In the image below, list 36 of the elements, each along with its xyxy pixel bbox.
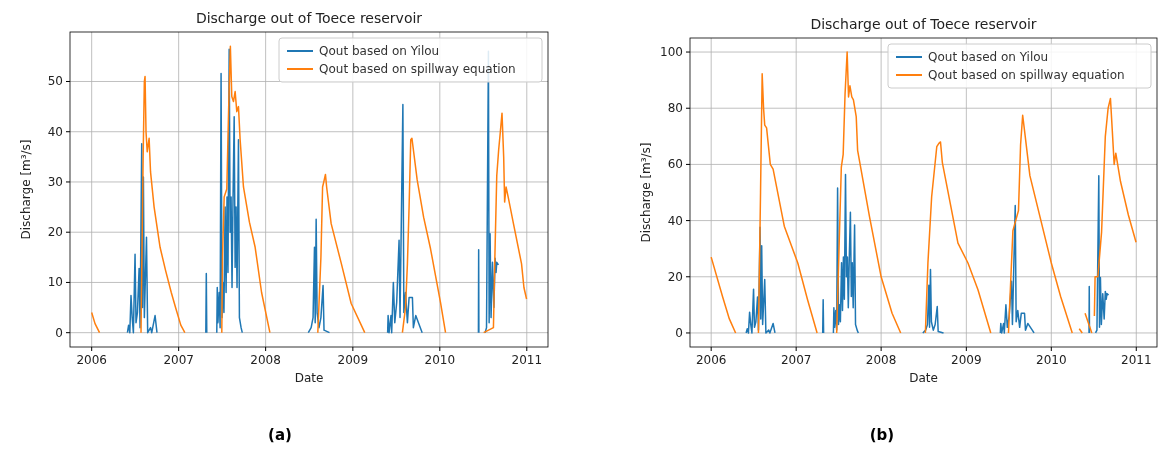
y-tick-label: 100: [660, 45, 683, 60]
y-tick-label: 0: [675, 325, 683, 340]
x-axis-title: Date: [909, 371, 938, 385]
y-tick-label: 40: [47, 124, 63, 139]
y-tick-label: 80: [667, 101, 683, 116]
chart-title: Discharge out of Toece reservoir: [195, 10, 423, 26]
x-tick-label: 2009: [337, 353, 369, 367]
x-axis-title: Date: [294, 371, 324, 385]
y-tick-label: 20: [667, 269, 683, 284]
y-tick-label: 20: [47, 225, 63, 240]
x-tick-label: 2011: [511, 353, 543, 367]
x-tick-label: 2008: [865, 353, 897, 367]
legend-label: Qout based on spillway equation: [928, 68, 1125, 82]
y-tick-label: 50: [47, 74, 63, 89]
x-tick-label: 2007: [780, 353, 812, 367]
x-tick-label: 2006: [695, 353, 727, 367]
y-tick-label: 60: [667, 157, 683, 172]
legend-label: Qout based on Yilou: [928, 50, 1049, 64]
legend-label: Qout based on spillway equation: [319, 62, 516, 76]
y-axis-title: Discharge [m³/s]: [19, 139, 33, 240]
x-tick-label: 2009: [951, 353, 982, 367]
text: (b): [869, 426, 895, 444]
chart-title: Discharge out of Toece reservoir: [810, 16, 1037, 32]
x-tick-label: 2006: [76, 353, 107, 367]
y-tick-label: 40: [667, 213, 683, 228]
y-tick-label: 10: [47, 275, 63, 290]
x-tick-label: 2008: [250, 353, 281, 367]
y-tick-label: 30: [47, 174, 63, 189]
legend-label: Qout based on Yilou: [319, 44, 440, 58]
x-tick-label: 2011: [1121, 353, 1152, 367]
x-tick-label: 2010: [1036, 353, 1067, 367]
x-tick-label: 2010: [424, 353, 456, 367]
y-tick-label: 0: [55, 325, 63, 340]
text: (a): [268, 426, 292, 444]
y-axis-title: Discharge [m³/s]: [639, 142, 653, 243]
x-tick-label: 2007: [163, 353, 194, 367]
